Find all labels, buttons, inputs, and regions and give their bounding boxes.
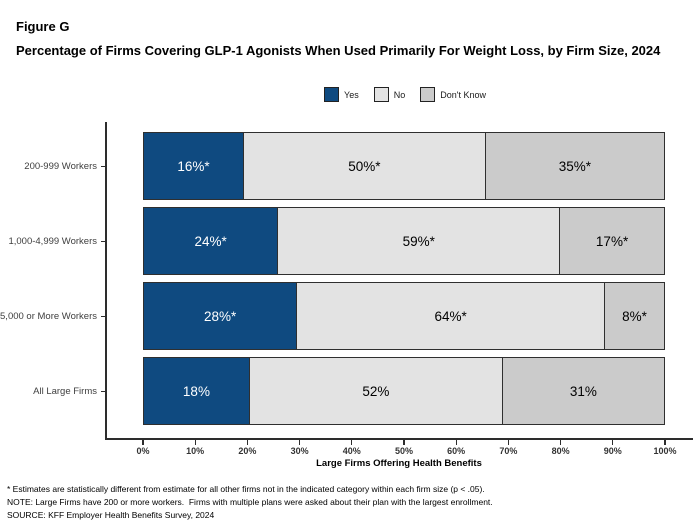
x-tick (142, 440, 144, 445)
x-tick-label-30: 30% (290, 446, 309, 456)
bar-value-label: 52% (362, 383, 390, 399)
bar-segment-don-t-know-5-000-or-more-workers: 8%* (604, 282, 665, 350)
y-tick (100, 241, 106, 243)
bar-row-all-large-firms: 18% 52% 31% (143, 357, 665, 425)
x-tick-label-50: 50% (394, 446, 413, 456)
y-tick (100, 316, 106, 318)
bar-row-1-000-4-999-workers: 24%* 59%* 17%* (143, 207, 665, 275)
footnote-source: SOURCE: KFF Employer Health Benefits Sur… (7, 509, 215, 520)
legend-label-yes: Yes (344, 89, 359, 100)
x-tick-label-100: 100% (653, 446, 677, 456)
x-tick-label-40: 40% (342, 446, 361, 456)
bar-row-200-999-workers: 16%* 50%* 35%* (143, 132, 665, 200)
y-axis-line (105, 122, 107, 439)
bar-segment-yes-200-999-workers: 16%* (143, 132, 244, 200)
legend-item-no: No (373, 87, 406, 102)
y-label-all-large-firms: All Large Firms (33, 385, 97, 397)
x-axis-line (105, 438, 693, 440)
legend-item-yes: Yes (324, 87, 359, 102)
legend-swatch-no (373, 87, 389, 102)
bar-segment-don-t-know-200-999-workers: 35%* (485, 132, 665, 200)
footnote-note: NOTE: Large Firms have 200 or more worke… (7, 496, 493, 507)
y-tick (100, 391, 106, 393)
y-tick (100, 166, 106, 168)
x-axis-title: Large Firms Offering Health Benefits (316, 458, 482, 469)
x-tick-label-60: 60% (447, 446, 466, 456)
bar-value-label: 64%* (434, 308, 467, 324)
bar-segment-no-200-999-workers: 50%* (244, 132, 486, 200)
y-label-200-999-workers: 200-999 Workers (24, 160, 97, 172)
bar-segment-no-5-000-or-more-workers: 64%* (297, 282, 605, 350)
bar-value-label: 50%* (348, 158, 381, 174)
y-label-5-000-or-more-workers: 5,000 or More Workers (0, 310, 97, 322)
bar-segment-don-t-know-1-000-4-999-workers: 17%* (560, 207, 665, 275)
x-tick-label-70: 70% (499, 446, 518, 456)
x-tick-label-10: 10% (186, 446, 205, 456)
legend-swatch-don-t-know (420, 87, 436, 102)
x-tick-label-90: 90% (603, 446, 622, 456)
bar-value-label: 59%* (402, 233, 435, 249)
x-tick (455, 440, 457, 445)
x-tick-label-80: 80% (551, 446, 570, 456)
legend: Yes No Don't Know (0, 87, 698, 102)
bar-segment-yes-1-000-4-999-workers: 24%* (143, 207, 279, 275)
bar-value-label: 18% (182, 383, 210, 399)
x-tick (351, 440, 353, 445)
footnote-estimates: * Estimates are statistically different … (7, 484, 485, 494)
x-tick (559, 440, 562, 445)
chart-title: Percentage of Firms Covering GLP-1 Agoni… (16, 43, 661, 58)
bar-segment-don-t-know-all-large-firms: 31% (502, 357, 665, 425)
bar-segment-no-all-large-firms: 52% (249, 357, 503, 425)
bar-value-label: 17%* (595, 233, 629, 249)
x-tick-label-20: 20% (238, 446, 257, 456)
bars-area: 16%* 50%* 35%* 24%* 59%* 17%* 28%* 64%* 8%* 18% 52… (143, 132, 665, 432)
figure-label: Figure G (16, 19, 70, 34)
x-tick (664, 440, 666, 445)
y-label-1-000-4-999-workers: 1,000-4,999 Workers (8, 235, 97, 247)
bar-value-label: 35%* (558, 158, 592, 174)
y-axis-labels: 200-999 Workers 1,000-4,999 Workers 5,000 … (0, 132, 97, 432)
x-tick (194, 440, 196, 445)
x-tick-label-0: 0% (136, 446, 150, 456)
bar-value-label: 16%* (177, 158, 210, 174)
bar-value-label: 24%* (194, 233, 227, 249)
legend-label-don-t-know: Don't Know (440, 89, 486, 100)
legend-item-don-t-know: Don't Know (420, 87, 486, 102)
x-tick (298, 440, 301, 445)
x-tick (612, 440, 614, 445)
footnotes: * Estimates are statistically different … (7, 483, 695, 521)
x-tick (403, 440, 405, 445)
bar-segment-yes-5-000-or-more-workers: 28%* (143, 282, 298, 350)
bar-value-label: 8%* (622, 308, 647, 324)
bar-segment-yes-all-large-firms: 18% (143, 357, 250, 425)
legend-label-no: No (393, 89, 406, 100)
bar-segment-no-1-000-4-999-workers: 59%* (278, 207, 561, 275)
bar-value-label: 28%* (204, 308, 237, 324)
x-tick (507, 440, 510, 445)
bar-row-5-000-or-more-workers: 28%* 64%* 8%* (143, 282, 665, 350)
bar-value-label: 31% (569, 383, 597, 399)
x-tick (246, 440, 249, 445)
legend-swatch-yes (324, 87, 340, 102)
